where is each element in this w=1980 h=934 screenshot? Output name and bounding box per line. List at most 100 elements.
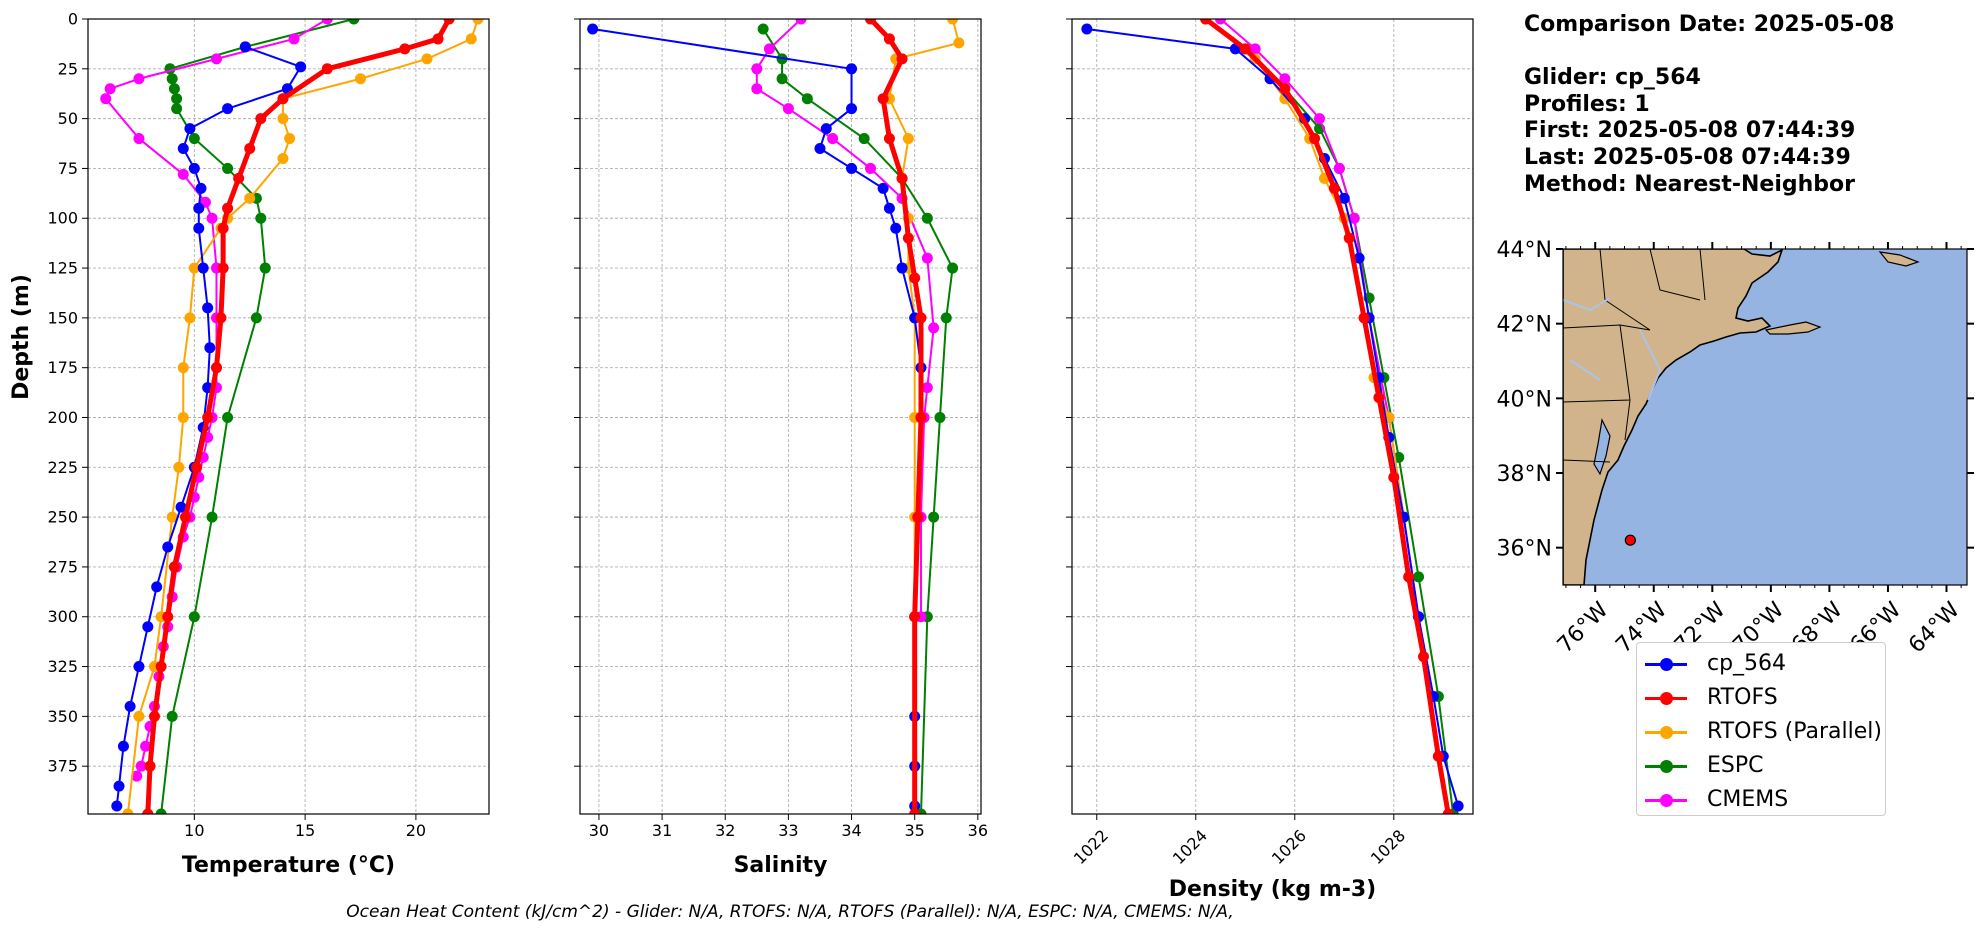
- glider-location-marker: [1624, 534, 1636, 546]
- axes-frame: [579, 18, 982, 815]
- x-tick-label: 1022: [1070, 826, 1112, 868]
- data-point: [255, 113, 267, 125]
- data-point: [197, 262, 209, 274]
- data-point: [204, 342, 216, 354]
- data-point: [757, 23, 769, 35]
- x-tick-label: 10: [184, 821, 204, 840]
- data-point: [1239, 43, 1251, 55]
- data-point: [1348, 212, 1360, 224]
- map-lat-label: 40°N: [1497, 387, 1552, 412]
- comparison-date: Comparison Date: 2025-05-08: [1524, 12, 1895, 37]
- data-point: [421, 53, 433, 65]
- data-point: [443, 19, 455, 25]
- data-point: [140, 740, 152, 752]
- data-point: [133, 661, 145, 673]
- data-point: [177, 143, 189, 155]
- legend-label: RTOFS: [1707, 685, 1778, 710]
- last-time: Last: 2025-05-08 07:44:39: [1524, 144, 1851, 170]
- data-point: [909, 611, 921, 623]
- map-lat-label: 36°N: [1497, 537, 1552, 562]
- data-point: [846, 162, 858, 174]
- y-tick-label: 50: [58, 109, 78, 128]
- map-lat-label: 44°N: [1497, 238, 1552, 263]
- y-tick-label: 350: [47, 707, 78, 726]
- data-point: [902, 232, 914, 244]
- legend-label: RTOFS (Parallel): [1707, 719, 1882, 744]
- y-tick-label: 275: [47, 557, 78, 576]
- data-point: [801, 93, 813, 105]
- x-tick-label: 30: [589, 821, 609, 840]
- data-point: [890, 222, 902, 234]
- profiles-count: Profiles: 1: [1524, 91, 1650, 117]
- data-point: [100, 93, 112, 105]
- data-point: [184, 312, 196, 324]
- x-tick-label: 31: [652, 821, 672, 840]
- data-point: [259, 262, 271, 274]
- map-lat-label: 38°N: [1497, 462, 1552, 487]
- glider-name: Glider: cp_564: [1524, 65, 1701, 91]
- data-point: [175, 501, 187, 513]
- data-point: [166, 511, 178, 523]
- data-point: [155, 661, 167, 673]
- y-tick-label: 225: [47, 458, 78, 477]
- data-point: [250, 312, 262, 324]
- series-line-espc: [1205, 19, 1455, 814]
- y-tick-label: 250: [47, 508, 78, 527]
- data-point: [827, 133, 839, 145]
- data-point: [883, 202, 895, 214]
- series-group: [1081, 19, 1464, 814]
- data-point: [321, 19, 333, 25]
- data-point: [947, 19, 959, 25]
- data-point: [902, 133, 914, 145]
- data-point: [277, 152, 289, 164]
- data-point: [222, 162, 234, 174]
- data-point: [912, 511, 924, 523]
- y-tick-label: 325: [47, 657, 78, 676]
- axes-frame: [87, 18, 490, 815]
- data-point: [1279, 73, 1291, 85]
- data-point: [1417, 651, 1429, 663]
- data-point: [947, 262, 959, 274]
- data-point: [191, 461, 203, 473]
- data-point: [953, 37, 965, 49]
- data-point: [142, 621, 154, 633]
- data-point: [883, 133, 895, 145]
- data-point: [133, 73, 145, 85]
- data-point: [177, 411, 189, 423]
- data-point: [1309, 133, 1321, 145]
- y-tick-label: 125: [47, 259, 78, 278]
- x-axis-label: Density (kg m-3): [1169, 877, 1377, 902]
- x-tick-label: 35: [905, 821, 925, 840]
- data-point: [188, 133, 200, 145]
- legend-swatch-dot: [1660, 726, 1673, 739]
- data-point: [921, 382, 933, 394]
- data-point: [133, 710, 145, 722]
- data-point: [244, 143, 256, 155]
- y-tick-label: 0: [68, 10, 78, 29]
- legend-item-rtofs: RTOFS: [1637, 681, 1885, 715]
- map-lon-label: 76°W: [1553, 597, 1614, 658]
- data-point: [896, 53, 908, 65]
- legend-label: ESPC: [1707, 753, 1764, 778]
- series-group: [100, 19, 484, 814]
- x-tick-label: 1026: [1268, 826, 1310, 868]
- data-point: [244, 192, 256, 204]
- series-line-cp-564: [115, 45, 302, 807]
- data-point: [184, 123, 196, 135]
- legend: cp_564 RTOFS RTOFS (Parallel) ESPC CMEMS: [1636, 642, 1886, 816]
- map-land: [1563, 249, 1920, 585]
- data-point: [776, 73, 788, 85]
- data-point: [1328, 182, 1340, 194]
- data-point: [1314, 113, 1326, 125]
- data-point: [909, 272, 921, 284]
- data-point: [131, 770, 143, 782]
- data-point: [355, 73, 367, 85]
- data-point: [399, 43, 411, 55]
- data-point: [321, 63, 333, 75]
- x-tick-label: 32: [715, 821, 735, 840]
- y-tick-label: 150: [47, 308, 78, 327]
- data-point: [173, 461, 185, 473]
- data-point: [222, 411, 234, 423]
- y-tick-label: 25: [58, 59, 78, 78]
- series-group: [587, 19, 965, 814]
